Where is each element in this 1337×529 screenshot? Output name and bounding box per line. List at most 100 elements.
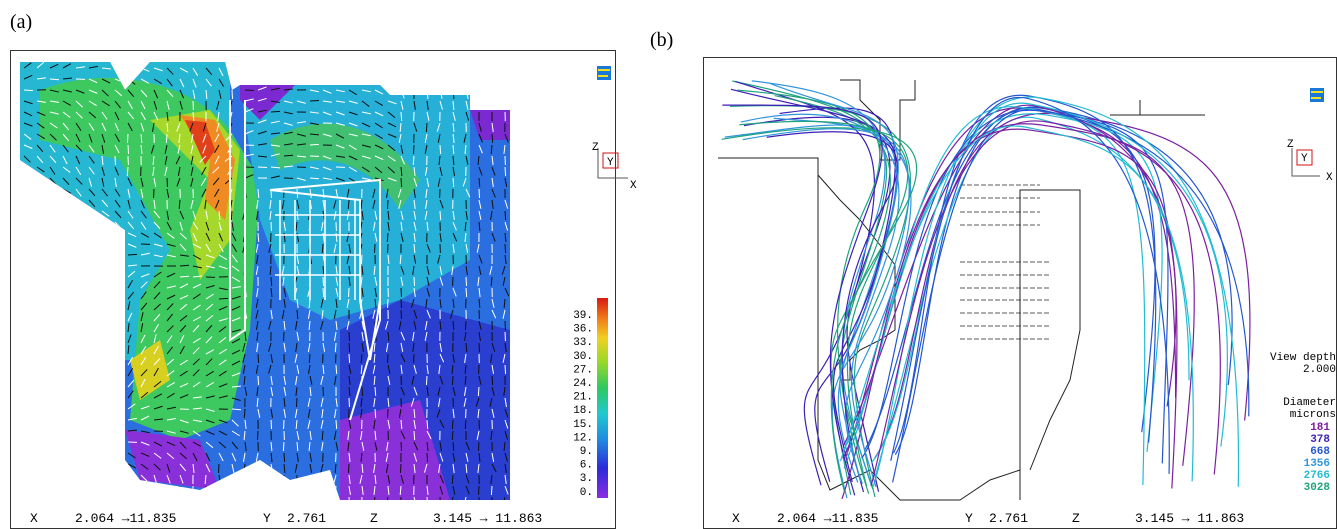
vector [205,408,215,412]
vector [192,111,195,122]
vector [231,265,240,272]
vector [361,100,370,107]
vector [309,386,312,396]
vector [387,133,397,138]
vector [114,416,124,421]
vector [126,133,129,144]
vector [426,485,429,495]
vector [477,276,480,286]
trajectory [839,125,1194,482]
vector [231,360,241,366]
vector [214,199,220,209]
vector [374,430,377,441]
vector [348,122,358,127]
vector [20,335,25,344]
vector [192,210,197,220]
vector [215,485,220,495]
vector [62,251,72,256]
vector [348,144,357,151]
vector [464,364,467,375]
vector [451,265,454,275]
vector [502,276,506,286]
vector [320,419,324,429]
vector [20,301,25,311]
vector [32,367,38,377]
vector [426,287,430,297]
vector [75,401,83,410]
vector [114,463,123,470]
vector [218,287,228,291]
vector [153,405,163,410]
vector [192,347,200,355]
vector [49,239,59,245]
vector [269,210,272,220]
vector [452,78,455,89]
vector [373,485,376,495]
vector [153,100,158,110]
vector [49,463,60,466]
vector [101,100,110,107]
vector [62,63,72,69]
vector [296,364,300,374]
vector [374,287,377,297]
vector [75,188,82,197]
vector [114,427,124,432]
vector [255,309,259,319]
vector [75,258,82,267]
vector [309,485,312,495]
vector [101,280,109,289]
vector [385,342,389,352]
vector [374,89,384,95]
vector [36,474,46,478]
vector [464,144,467,155]
vector [192,243,202,249]
vector [361,67,371,71]
vector [450,496,454,500]
vector [283,463,286,474]
vector [201,188,207,198]
vector [179,496,182,500]
vector [244,65,254,69]
vector [478,287,481,297]
vector [192,452,198,462]
vector [478,452,481,463]
vector [281,309,285,319]
vector [231,286,241,289]
vector [49,144,56,153]
vector [49,279,53,289]
vector [205,395,215,399]
colorbar-label: 3. [580,473,593,485]
vector [166,111,169,121]
vector [23,100,33,105]
vector [178,199,181,210]
vector [127,253,138,256]
vector [22,290,25,300]
vector [179,264,190,267]
vector [465,287,468,298]
vector [88,412,96,421]
vector [333,199,337,209]
vector [361,144,371,148]
vector [179,243,187,252]
vector [452,210,455,220]
vector [426,243,431,253]
vector [127,188,131,198]
vector [439,67,443,77]
vector [348,474,351,484]
vector [205,303,214,311]
vector [283,452,286,463]
vector [153,210,161,219]
vector [504,67,508,77]
vector [400,364,403,374]
vector [283,111,293,115]
vector [230,210,233,221]
vector [231,397,241,401]
vector [62,401,69,410]
vector [101,334,105,344]
vector [73,367,77,377]
vector [179,254,189,257]
vector [452,287,457,297]
vector [205,221,210,231]
vector [33,356,38,366]
vector [176,177,181,187]
